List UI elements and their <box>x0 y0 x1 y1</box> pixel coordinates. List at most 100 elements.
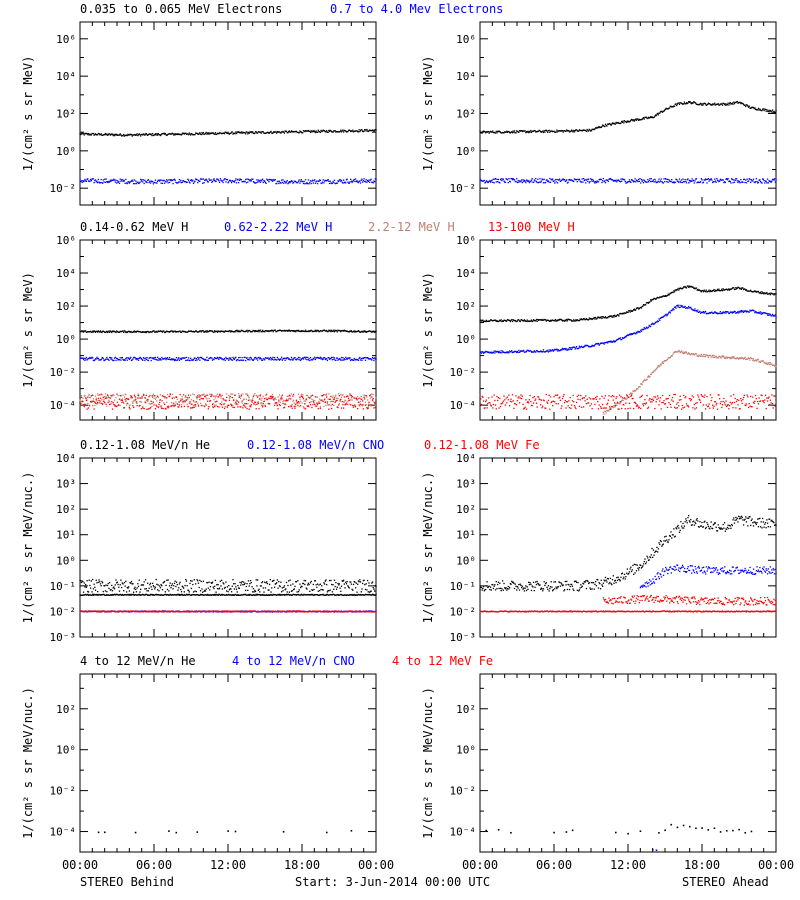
y-tick-label: 10⁴ <box>56 70 76 83</box>
data-point <box>530 320 532 322</box>
data-point <box>169 393 171 396</box>
data-point <box>132 405 134 407</box>
data-point <box>340 398 342 400</box>
data-point <box>727 289 729 291</box>
data-point <box>247 131 250 134</box>
data-point <box>762 178 765 180</box>
data-point <box>150 331 152 333</box>
data-point <box>291 180 293 183</box>
data-point <box>724 288 726 291</box>
data-point <box>773 294 775 296</box>
data-point <box>340 356 343 359</box>
data-point <box>101 403 104 405</box>
data-point <box>343 358 345 360</box>
data-point <box>503 319 505 321</box>
data-point <box>580 345 583 347</box>
data-point <box>149 180 151 182</box>
data-point <box>526 131 528 133</box>
data-point <box>135 180 137 182</box>
data-point <box>298 131 300 134</box>
data-point <box>112 330 114 332</box>
data-point <box>174 134 176 136</box>
data-point <box>158 330 160 333</box>
data-point <box>666 108 669 110</box>
data-point <box>275 358 277 361</box>
data-point <box>209 400 212 402</box>
data-point <box>496 178 498 180</box>
data-point <box>762 360 765 362</box>
data-point <box>359 403 362 405</box>
data-point <box>649 375 651 378</box>
data-point <box>605 317 607 319</box>
data-point <box>168 406 170 408</box>
data-point <box>108 133 110 135</box>
data-point <box>120 135 123 137</box>
data-point <box>295 405 297 408</box>
data-point <box>268 358 270 361</box>
data-point <box>331 359 334 361</box>
data-point <box>581 346 583 348</box>
data-point <box>647 375 650 377</box>
data-point <box>252 359 255 361</box>
data-point <box>642 329 644 331</box>
data-point <box>235 329 238 332</box>
data-point <box>158 357 160 360</box>
data-point <box>753 360 755 362</box>
data-point <box>94 330 96 333</box>
data-point <box>79 330 81 332</box>
data-point <box>323 130 325 132</box>
data-point <box>333 358 335 360</box>
data-point <box>220 330 222 332</box>
data-point <box>130 134 132 136</box>
data-point <box>86 359 88 361</box>
data-point <box>102 400 104 402</box>
data-point <box>602 180 604 182</box>
data-point <box>276 404 279 406</box>
data-point <box>603 180 605 183</box>
data-point <box>663 360 665 363</box>
data-point <box>97 401 99 404</box>
data-point <box>695 309 698 312</box>
data-point <box>590 398 592 400</box>
data-point <box>114 133 116 135</box>
data-point <box>634 119 636 121</box>
data-point <box>729 180 731 183</box>
data-point <box>702 355 704 357</box>
data-point <box>660 178 662 180</box>
data-point <box>357 395 359 398</box>
data-point <box>199 180 201 182</box>
data-point <box>725 104 727 106</box>
data-point <box>508 131 510 133</box>
data-point <box>759 109 762 111</box>
data-point <box>147 400 149 403</box>
data-point <box>186 181 188 184</box>
data-point <box>754 359 756 362</box>
data-point <box>260 402 262 404</box>
data-point <box>197 181 199 184</box>
data-point <box>664 315 666 317</box>
data-point <box>544 350 547 353</box>
data-point <box>299 330 301 332</box>
data-point <box>615 121 617 124</box>
data-point <box>749 359 751 361</box>
data-point <box>283 180 286 183</box>
data-point <box>492 319 495 322</box>
data-point <box>151 357 153 359</box>
data-point <box>193 394 195 396</box>
data-point <box>616 401 619 403</box>
data-point <box>661 295 663 298</box>
data-point <box>710 356 712 358</box>
data-point <box>281 359 283 361</box>
data-point <box>550 320 552 322</box>
data-point <box>145 358 147 361</box>
data-point <box>669 105 671 108</box>
data-point <box>365 404 367 406</box>
data-point <box>291 358 293 360</box>
data-point <box>101 330 104 333</box>
data-point <box>324 401 326 403</box>
data-point <box>259 394 262 396</box>
data-point <box>740 357 742 360</box>
data-point <box>339 329 341 332</box>
data-point <box>565 180 567 182</box>
data-point <box>698 181 700 184</box>
